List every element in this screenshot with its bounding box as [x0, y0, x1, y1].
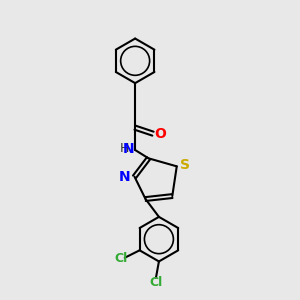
Text: H: H: [120, 142, 129, 155]
Text: N: N: [118, 170, 130, 184]
Text: Cl: Cl: [115, 252, 128, 265]
Text: Cl: Cl: [149, 276, 163, 290]
Text: O: O: [154, 127, 166, 141]
Text: N: N: [123, 142, 134, 156]
Text: S: S: [180, 158, 190, 172]
